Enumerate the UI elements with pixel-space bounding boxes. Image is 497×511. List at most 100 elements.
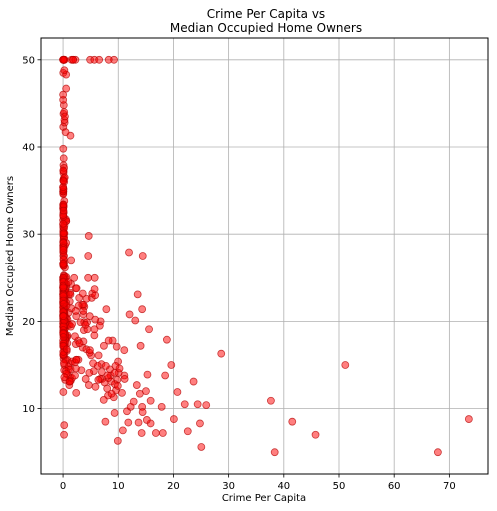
data-point xyxy=(158,429,167,437)
y-tick-label: 30 xyxy=(22,230,35,241)
data-point xyxy=(94,375,103,384)
data-point xyxy=(59,300,68,308)
data-point xyxy=(59,259,68,268)
data-point xyxy=(151,429,160,437)
plot-frame xyxy=(40,37,489,475)
data-point xyxy=(66,290,75,299)
data-point xyxy=(433,448,442,457)
data-point xyxy=(167,361,176,369)
data-point xyxy=(69,55,77,64)
data-point xyxy=(288,417,297,426)
data-point xyxy=(72,355,81,364)
data-point xyxy=(136,341,145,350)
y-tick-label: 50 xyxy=(22,55,35,66)
data-point xyxy=(112,342,121,351)
y-tick-label: 10 xyxy=(22,404,35,415)
x-tick-label: 60 xyxy=(388,481,401,492)
data-point xyxy=(81,320,90,329)
data-point xyxy=(60,359,68,368)
data-point xyxy=(78,289,87,298)
data-point xyxy=(143,370,152,379)
data-point xyxy=(202,401,211,410)
data-point xyxy=(193,400,202,409)
data-point xyxy=(59,229,68,238)
x-tick-label: 10 xyxy=(112,481,125,492)
data-point xyxy=(59,388,68,396)
data-point xyxy=(99,395,108,404)
data-point xyxy=(71,307,80,315)
data-point xyxy=(132,381,141,389)
data-point xyxy=(64,278,73,287)
chart-title-line-2: Median Occupied Home Owners xyxy=(170,21,362,35)
data-point xyxy=(59,90,68,99)
data-point xyxy=(59,283,68,292)
data-point xyxy=(125,248,133,257)
data-point xyxy=(142,387,150,396)
x-tick-label: 70 xyxy=(443,481,456,492)
data-point xyxy=(464,415,473,423)
data-point xyxy=(71,371,79,380)
data-point xyxy=(90,325,99,334)
chart-title-line-1: Crime Per Capita vs xyxy=(207,7,325,21)
data-point xyxy=(67,256,76,265)
data-point xyxy=(81,375,90,383)
data-point xyxy=(84,381,93,389)
data-point xyxy=(72,389,81,397)
data-point xyxy=(62,345,71,354)
x-tick-label: 20 xyxy=(167,481,180,492)
data-point xyxy=(129,397,138,406)
axis-ticks: 0 10 20 30 40 50 60 70 10 20 30 40 50 xyxy=(22,55,455,492)
x-tick-label: 30 xyxy=(222,481,235,492)
data-point xyxy=(110,409,119,417)
x-tick-label: 40 xyxy=(277,481,290,492)
data-point xyxy=(311,430,320,439)
data-point xyxy=(107,389,116,398)
data-point xyxy=(84,273,93,282)
data-point xyxy=(59,219,68,228)
data-point xyxy=(124,418,133,427)
data-point xyxy=(120,346,129,355)
data-point xyxy=(197,443,206,451)
y-tick-label: 40 xyxy=(22,143,35,154)
data-point xyxy=(189,377,198,386)
data-point xyxy=(341,361,350,369)
data-point xyxy=(60,373,69,382)
data-point xyxy=(134,418,143,427)
data-point xyxy=(100,341,108,350)
data-point xyxy=(270,448,279,457)
data-point xyxy=(59,166,68,175)
data-point xyxy=(60,112,69,121)
data-point xyxy=(183,427,192,436)
data-point xyxy=(101,361,110,370)
data-point xyxy=(91,382,100,391)
data-point xyxy=(91,315,100,324)
data-point xyxy=(138,252,147,260)
data-point xyxy=(85,368,94,377)
data-point xyxy=(90,285,99,294)
data-point xyxy=(85,312,94,321)
data-point xyxy=(138,305,147,314)
data-point xyxy=(59,245,68,254)
data-point xyxy=(95,55,104,64)
data-point xyxy=(84,252,93,260)
data-point xyxy=(70,273,79,282)
data-point xyxy=(162,335,171,344)
data-point xyxy=(59,177,68,185)
x-tick-label: 0 xyxy=(60,481,66,492)
data-point xyxy=(161,371,170,380)
data-point xyxy=(60,430,68,439)
data-point xyxy=(95,321,104,330)
data-point xyxy=(59,333,68,341)
data-point xyxy=(59,154,68,163)
data-point xyxy=(138,408,147,416)
data-point xyxy=(84,232,93,240)
data-point xyxy=(120,375,129,383)
data-point xyxy=(169,415,178,423)
data-point xyxy=(59,55,68,64)
data-point xyxy=(68,320,76,328)
y-tick-label: 20 xyxy=(22,317,35,328)
data-point xyxy=(146,396,155,405)
data-point xyxy=(180,400,189,409)
